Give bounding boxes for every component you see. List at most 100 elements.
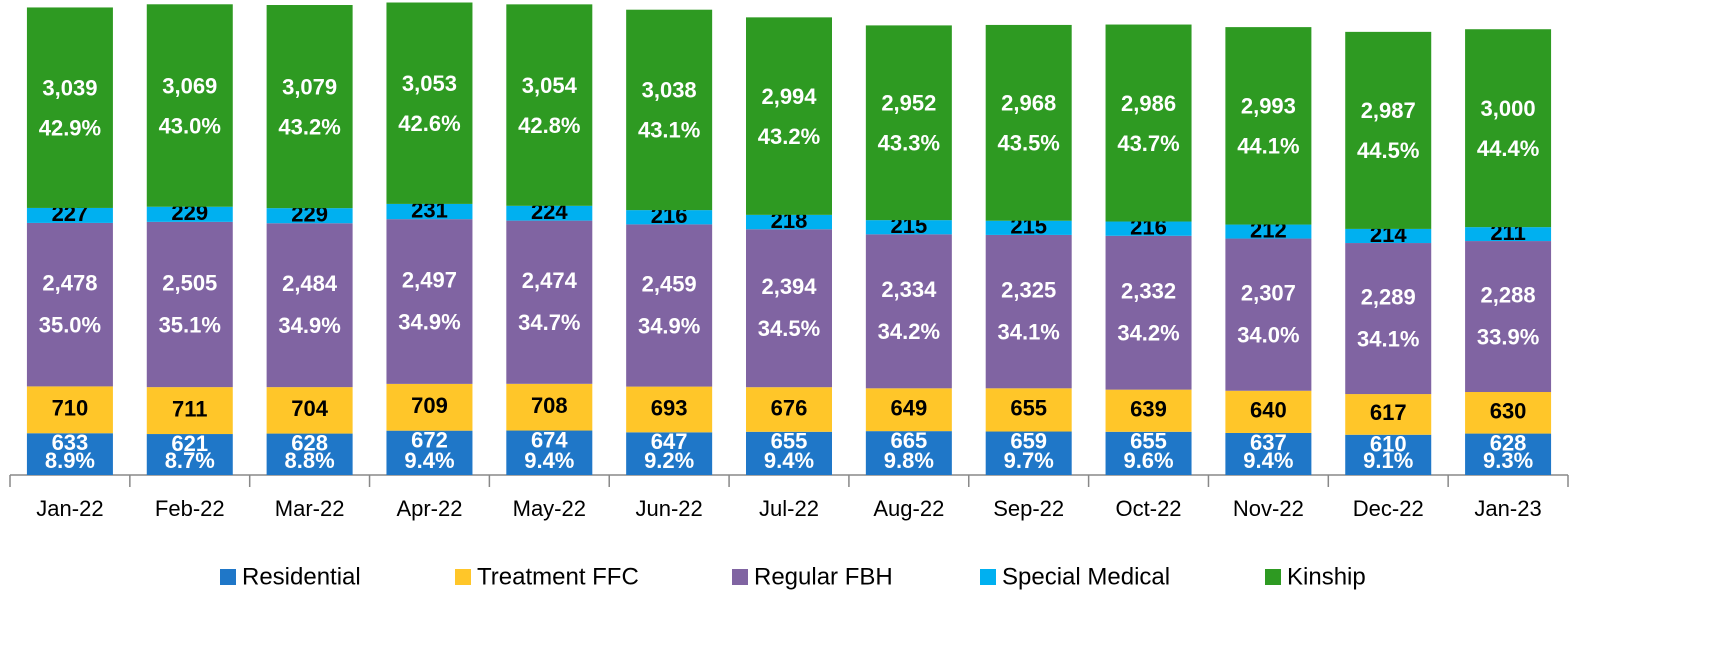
bar-segment [266, 223, 353, 388]
share-label: 9.7% [1004, 448, 1054, 473]
share-label: 34.0% [1237, 322, 1299, 347]
share-label: 34.2% [1117, 321, 1179, 346]
share-label: 43.7% [1117, 131, 1179, 156]
x-tick-label: Mar-22 [275, 496, 345, 521]
x-tick-label: Oct-22 [1116, 496, 1182, 521]
legend-swatch [1265, 569, 1281, 585]
value-label: 3,069 [162, 73, 217, 98]
share-label: 9.4% [1243, 448, 1293, 473]
bar-segment [386, 219, 473, 384]
share-label: 34.2% [878, 319, 940, 344]
bar-segment [985, 220, 1072, 235]
value-label: 2,497 [402, 267, 457, 292]
bar-segment [1465, 392, 1552, 434]
x-tick-label: May-22 [513, 496, 586, 521]
share-label: 43.5% [997, 131, 1059, 156]
bar-segment [1345, 31, 1432, 229]
bar-segment [865, 25, 952, 221]
bar-segment [746, 431, 832, 475]
value-label: 655 [1010, 396, 1047, 421]
value-label: 617 [1370, 400, 1407, 425]
legend-swatch [732, 569, 748, 585]
value-label: 2,325 [1001, 277, 1056, 302]
share-label: 43.3% [878, 131, 940, 156]
bar-segment [626, 386, 713, 433]
value-label: 710 [52, 396, 89, 421]
value-label: 639 [1130, 397, 1167, 422]
bar-segment [506, 205, 593, 221]
bar-segment [1345, 434, 1432, 475]
bar-segment [746, 229, 832, 388]
bar-segment [386, 430, 473, 475]
value-label: 3,000 [1481, 96, 1536, 121]
bar-segment [266, 433, 353, 475]
value-label: 633 [52, 430, 89, 455]
bar-segment [26, 7, 113, 208]
value-label: 3,053 [402, 71, 457, 96]
bar-segment [865, 234, 952, 389]
share-label: 34.9% [398, 309, 460, 334]
bar-segment [386, 203, 473, 220]
x-tick-label: Feb-22 [155, 496, 225, 521]
bar-segment [506, 383, 593, 431]
legend-label: Regular FBH [754, 563, 893, 590]
value-label: 2,459 [642, 271, 697, 296]
bar-segment [146, 4, 233, 207]
legend-swatch [980, 569, 996, 585]
share-label: 44.4% [1477, 136, 1539, 161]
bar-segment [506, 4, 593, 206]
share-label: 34.1% [997, 319, 1059, 344]
x-tick-label: Nov-22 [1233, 496, 1304, 521]
bar-segment [1465, 227, 1552, 242]
share-label: 35.0% [39, 312, 101, 337]
share-label: 9.3% [1483, 448, 1533, 473]
share-label: 35.1% [159, 312, 221, 337]
bar-segment [266, 5, 353, 209]
bar-segment [1105, 221, 1192, 236]
bar-segment [1345, 228, 1432, 244]
bar-segment [746, 17, 832, 215]
bar-segment [1105, 431, 1192, 475]
value-label: 2,394 [761, 274, 817, 299]
bar-segment [1465, 29, 1552, 228]
value-label: 628 [291, 430, 328, 455]
bar-segment [26, 433, 113, 475]
value-label: 2,993 [1241, 94, 1296, 119]
bar-segment [266, 208, 353, 224]
bar-segment [506, 220, 593, 384]
value-label: 3,038 [642, 78, 697, 103]
value-label: 2,952 [881, 91, 936, 116]
value-label: 676 [771, 395, 808, 420]
share-label: 9.4% [764, 448, 814, 473]
bar-segment [985, 24, 1072, 221]
legend-swatch [455, 569, 471, 585]
bar-segment [1225, 390, 1312, 433]
value-label: 2,332 [1121, 279, 1176, 304]
bar-segment [1345, 394, 1432, 435]
value-label: 628 [1490, 430, 1527, 455]
bar-segment [386, 383, 473, 431]
value-label: 709 [411, 393, 448, 418]
share-label: 34.9% [278, 313, 340, 338]
x-tick-label: Sep-22 [993, 496, 1064, 521]
value-label: 3,054 [522, 73, 578, 98]
bar-segment [626, 9, 713, 211]
bar-segment [146, 434, 233, 475]
share-label: 9.8% [884, 448, 934, 473]
share-label: 8.8% [285, 448, 335, 473]
share-label: 34.1% [1357, 326, 1419, 351]
bar-segment [1345, 243, 1432, 395]
bar-segment [626, 224, 713, 387]
value-label: 704 [291, 396, 328, 421]
value-label: 640 [1250, 398, 1287, 423]
bar-segment [865, 220, 952, 235]
share-label: 9.1% [1363, 448, 1413, 473]
bar-segment [626, 210, 713, 225]
value-label: 630 [1490, 399, 1527, 424]
value-label: 2,505 [162, 270, 217, 295]
value-label: 655 [771, 429, 808, 454]
bar-segment [746, 387, 832, 432]
legend-label: Special Medical [1002, 563, 1170, 590]
